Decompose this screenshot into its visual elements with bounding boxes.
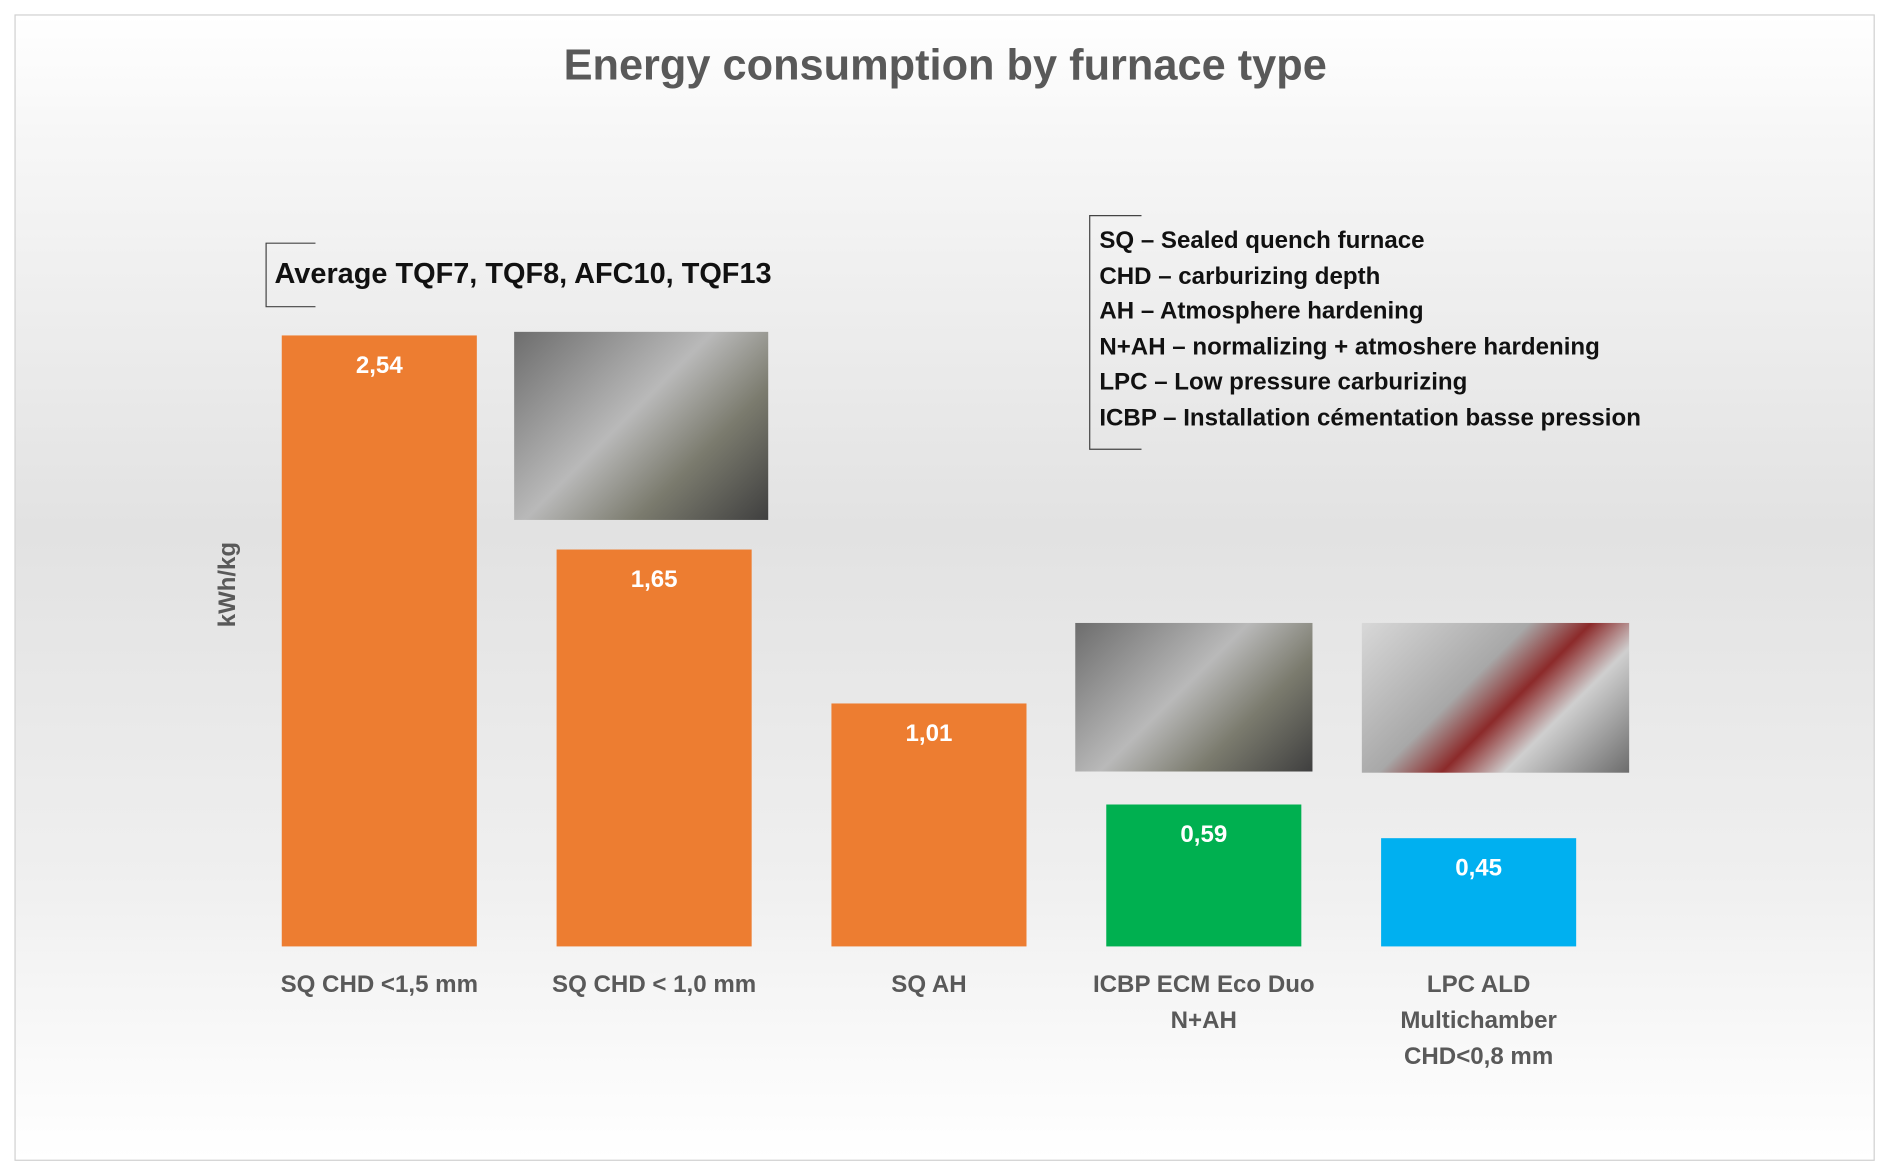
value-label: 1,01 bbox=[906, 720, 953, 747]
note: AH – Atmosphere hardening bbox=[1099, 298, 1424, 325]
furnace-photo bbox=[1361, 622, 1630, 773]
x-tick-label: LPC ALD Multichamber CHD<0,8 mm bbox=[1400, 971, 1557, 1070]
furnace-photo bbox=[1075, 622, 1313, 772]
bar bbox=[831, 703, 1027, 947]
x-tick-label: ICBP ECM Eco Duo N+AH bbox=[1092, 971, 1315, 1034]
value-label: 1,65 bbox=[631, 566, 678, 593]
x-tick-label: SQ CHD < 1,0 mm bbox=[552, 971, 757, 998]
value-label: 0,45 bbox=[1455, 855, 1502, 882]
bar bbox=[1381, 838, 1577, 947]
value-label: 0,59 bbox=[1180, 821, 1227, 848]
note: N+AH – normalizing + atmoshere hardening bbox=[1099, 333, 1600, 360]
bar bbox=[556, 549, 752, 947]
annotation: Average TQF7, TQF8, AFC10, TQF13 bbox=[275, 258, 772, 290]
x-tick-label: SQ AH bbox=[891, 971, 967, 998]
note: ICBP – Installation cémentation basse pr… bbox=[1099, 404, 1641, 431]
bar bbox=[281, 335, 477, 947]
annotation-bracket bbox=[265, 242, 316, 308]
note: LPC – Low pressure carburizing bbox=[1099, 368, 1468, 396]
chart-title: Energy consumption by furnace type bbox=[564, 42, 1327, 90]
furnace-photo bbox=[514, 331, 769, 520]
bar bbox=[1106, 804, 1302, 947]
x-tick-label: SQ CHD <1,5 mm bbox=[280, 971, 478, 998]
note: CHD – carburizing depth bbox=[1099, 262, 1381, 290]
y-axis-label: kWh/kg bbox=[214, 542, 241, 627]
value-label: 2,54 bbox=[356, 352, 404, 379]
note: SQ – Sealed quench furnace bbox=[1099, 227, 1425, 254]
notes-bracket bbox=[1089, 215, 1142, 450]
